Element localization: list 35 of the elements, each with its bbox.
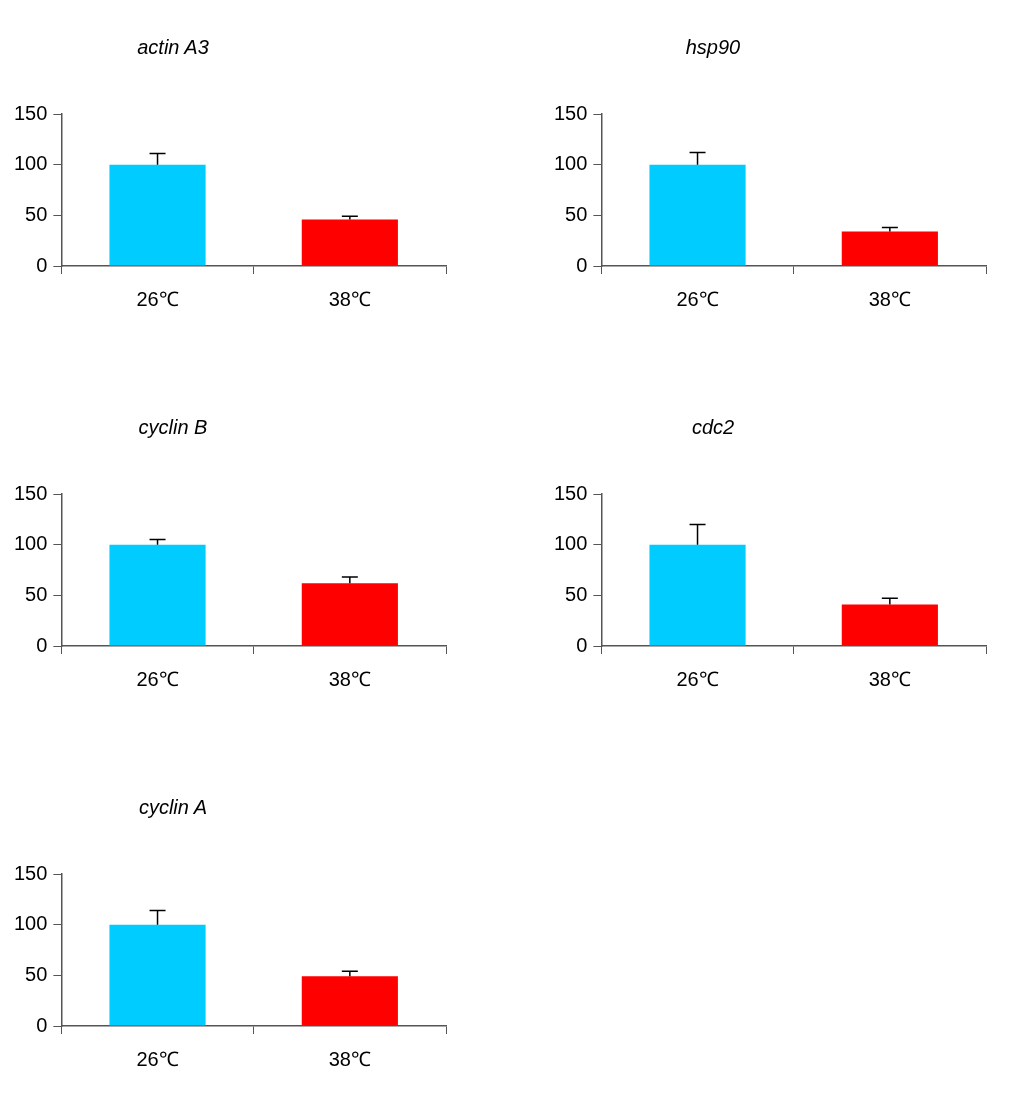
y-tick-label: 100 [553,152,588,175]
x-tick-label: 26℃ [136,1047,179,1070]
y-tick-label: 150 [13,481,48,504]
x-tick-label: 26℃ [676,287,719,310]
y-tick-label: 0 [36,633,48,656]
x-tick-label: 38℃ [868,667,911,690]
chart-title: cyclin B [137,416,209,439]
chart-title: actin A3 [136,36,210,59]
x-tick-label: 38℃ [868,287,911,310]
x-tick-label: 38℃ [328,1047,371,1070]
y-tick-label: 150 [13,861,48,884]
y-tick-label: 50 [565,582,588,605]
y-tick-label: 100 [13,912,48,935]
y-tick-label: 50 [565,202,588,225]
chart-title: cdc2 [690,416,736,439]
y-tick-label: 0 [36,1013,48,1036]
y-tick-label: 0 [576,253,588,276]
y-tick-label: 150 [553,481,588,504]
y-tick-label: 0 [36,253,48,276]
y-tick-label: 150 [553,101,588,124]
x-tick-label: 26℃ [136,667,179,690]
x-tick-label: 26℃ [676,667,719,690]
y-tick-label: 150 [13,101,48,124]
x-tick-label: 38℃ [328,667,371,690]
y-tick-label: 100 [553,532,588,555]
x-tick-label: 26℃ [136,287,179,310]
y-tick-label: 0 [576,633,588,656]
x-tick-label: 38℃ [328,287,371,310]
chart-title: hsp90 [684,36,742,59]
y-tick-label: 100 [13,532,48,555]
y-tick-label: 50 [25,582,48,605]
chart-title: cyclin A [137,796,209,819]
y-tick-label: 50 [25,202,48,225]
y-tick-label: 100 [13,152,48,175]
y-tick-label: 50 [25,962,48,985]
